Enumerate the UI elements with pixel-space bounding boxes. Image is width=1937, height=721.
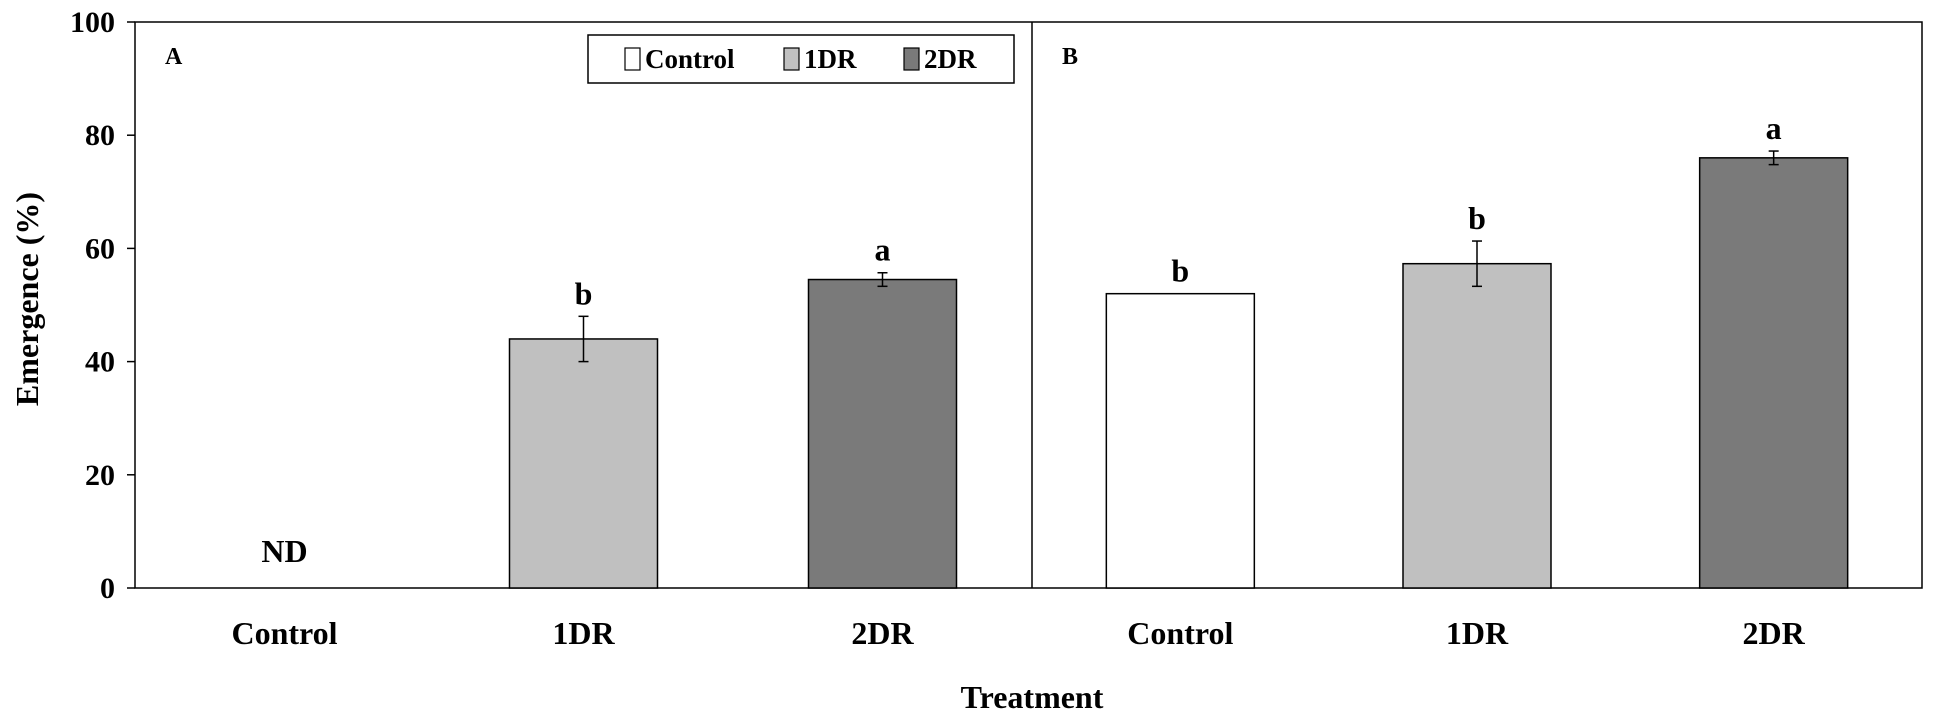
y-tick-label: 0 (100, 572, 115, 605)
legend-box (587, 34, 1015, 84)
bar-b-2dr (1698, 157, 1849, 589)
bar-a-1dr (508, 338, 659, 589)
y-tick-label: 80 (85, 119, 115, 152)
significance-letter: a (875, 232, 891, 268)
y-tick-label: 100 (70, 6, 115, 39)
legend-label-2dr: 2DR (924, 44, 977, 74)
legend: Control 1DR 2DR (587, 34, 1015, 84)
y-tick-label: 20 (85, 459, 115, 492)
significance-letter: a (1766, 110, 1782, 146)
bar-a-2dr (807, 278, 958, 589)
legend-swatch-control (624, 47, 641, 71)
significance-letter: b (1171, 253, 1189, 289)
plot-area: 0 20 40 60 80 100 A Control ND 1DR b 2DR a B Control b 1… (70, 6, 1923, 651)
y-tick-label: 60 (85, 232, 115, 265)
x-tick-label: Control (1127, 615, 1233, 651)
x-tick-label: 2DR (851, 615, 914, 651)
x-tick-label: Control (231, 615, 337, 651)
y-axis-title: Emergence (%) (9, 192, 45, 406)
bar-b-1dr (1402, 262, 1552, 589)
legend-swatch-1dr (783, 47, 800, 71)
panel-label-a: A (165, 44, 183, 70)
x-axis-title: Treatment (961, 679, 1104, 715)
plot-frame (134, 21, 1923, 589)
x-tick-label: 1DR (552, 615, 615, 651)
panel-label-b: B (1062, 44, 1078, 70)
x-tick-label: 1DR (1446, 615, 1509, 651)
significance-letter: b (1468, 200, 1486, 236)
x-tick-label: 2DR (1743, 615, 1806, 651)
bar-b-control (1105, 292, 1256, 589)
not-detected-label: ND (261, 533, 307, 569)
legend-swatch-2dr (903, 47, 920, 71)
legend-label-control: Control (645, 44, 735, 74)
significance-letter: b (575, 275, 593, 311)
legend-label-1dr: 1DR (804, 44, 857, 74)
y-tick-label: 40 (85, 346, 115, 379)
